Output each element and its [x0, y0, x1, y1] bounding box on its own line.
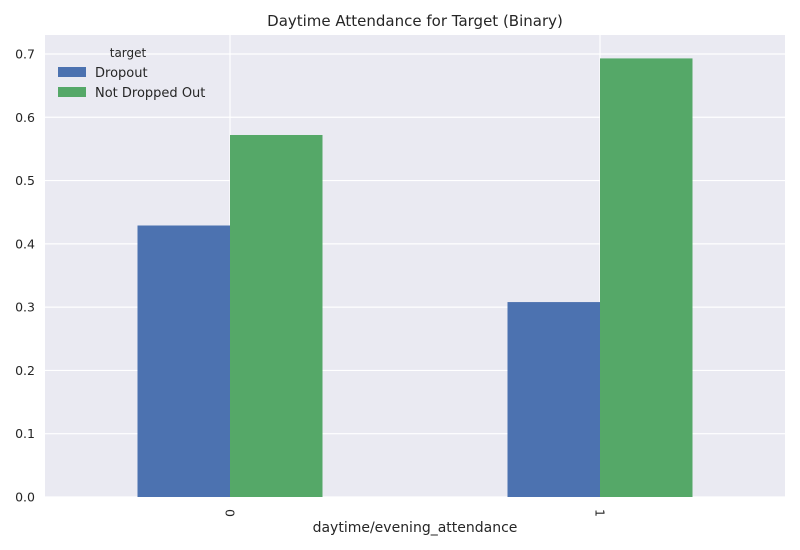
y-tick-label: 0.4 [15, 236, 35, 251]
x-tick-label: 1 [593, 509, 608, 517]
legend-label-dropout: Dropout [95, 66, 148, 81]
legend-swatch-not-dropped-out [58, 87, 86, 97]
bar-not-dropped-out-1 [600, 58, 693, 497]
y-tick-label: 0.1 [15, 426, 35, 441]
legend: target Dropout Not Dropped Out [58, 46, 205, 101]
bar-not-dropped-out-0 [230, 134, 323, 498]
y-tick-label: 0.2 [15, 363, 35, 378]
x-axis-label: daytime/evening_attendance [313, 520, 518, 536]
y-tick-label: 0.7 [15, 46, 35, 61]
y-tick-label: 0.0 [15, 490, 35, 505]
bar-dropout-1 [507, 302, 600, 497]
bars [137, 58, 693, 498]
y-tick-label: 0.3 [15, 300, 35, 315]
bar-dropout-0 [137, 225, 230, 497]
y-tick-label: 0.5 [15, 173, 35, 188]
legend-label-not-dropped-out: Not Dropped Out [95, 86, 205, 101]
x-tick-label: 0 [223, 509, 238, 517]
legend-title: target [110, 46, 147, 60]
y-tick-labels: 0.0 0.1 0.2 0.3 0.4 0.5 0.6 0.7 [15, 46, 35, 504]
y-tick-label: 0.6 [15, 110, 35, 125]
legend-swatch-dropout [58, 67, 86, 77]
chart-title: Daytime Attendance for Target (Binary) [267, 12, 563, 30]
